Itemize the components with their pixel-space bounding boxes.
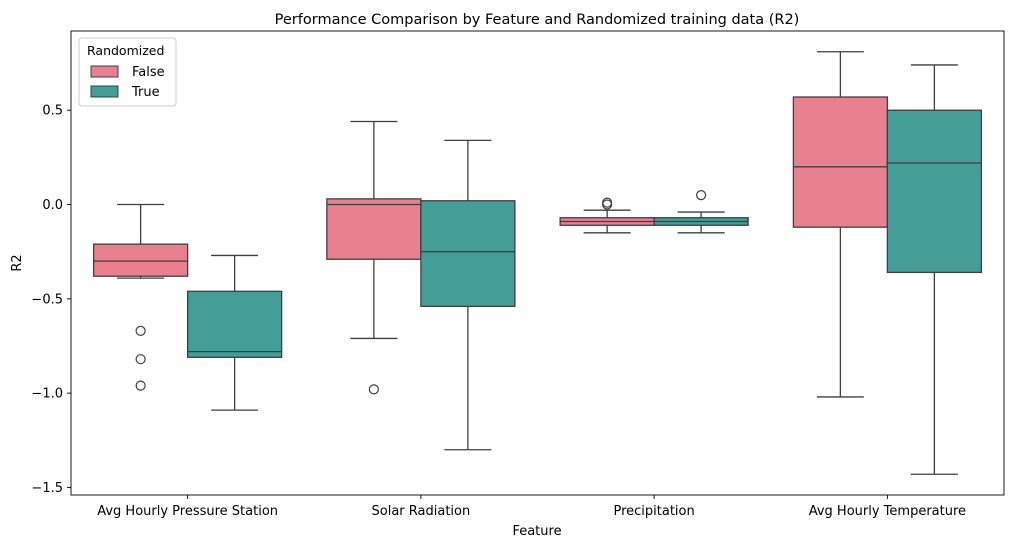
chart-title: Performance Comparison by Feature and Ra… bbox=[275, 12, 800, 28]
x-tick-label: Precipitation bbox=[613, 504, 694, 519]
x-tick-label: Solar Radiation bbox=[372, 504, 471, 519]
outlier-point bbox=[135, 354, 146, 365]
legend-label-true: True bbox=[131, 85, 160, 100]
x-axis-label: Feature bbox=[512, 524, 561, 539]
y-tick-label: −0.5 bbox=[31, 292, 63, 307]
y-tick-label: 0.0 bbox=[42, 198, 63, 213]
box-false bbox=[92, 243, 189, 277]
box-true bbox=[886, 109, 983, 274]
legend-title: Randomized bbox=[87, 43, 164, 58]
plot-frame bbox=[70, 30, 1005, 496]
legend-label-false: False bbox=[132, 65, 165, 80]
box-true bbox=[186, 290, 283, 358]
box-true bbox=[420, 200, 516, 308]
y-tick-label: −1.0 bbox=[31, 387, 63, 402]
x-tick-label: Avg Hourly Pressure Station bbox=[97, 504, 278, 519]
outlier-point bbox=[135, 325, 146, 337]
box-false bbox=[326, 198, 422, 260]
outlier-point bbox=[135, 380, 146, 391]
y-axis-label: R2 bbox=[10, 254, 25, 271]
outlier-point bbox=[696, 189, 707, 201]
x-tick-label: Avg Hourly Temperature bbox=[809, 504, 966, 519]
legend-swatch-true bbox=[90, 85, 119, 98]
outlier-point bbox=[602, 197, 613, 208]
y-tick-label: −1.5 bbox=[31, 481, 63, 496]
legend-swatch-false bbox=[90, 65, 119, 78]
y-tick-label: 0.5 bbox=[42, 104, 63, 119]
box-false bbox=[792, 96, 889, 228]
plot-contents bbox=[92, 51, 983, 475]
outlier-point bbox=[368, 384, 379, 395]
legend: Randomized False True bbox=[78, 37, 177, 107]
